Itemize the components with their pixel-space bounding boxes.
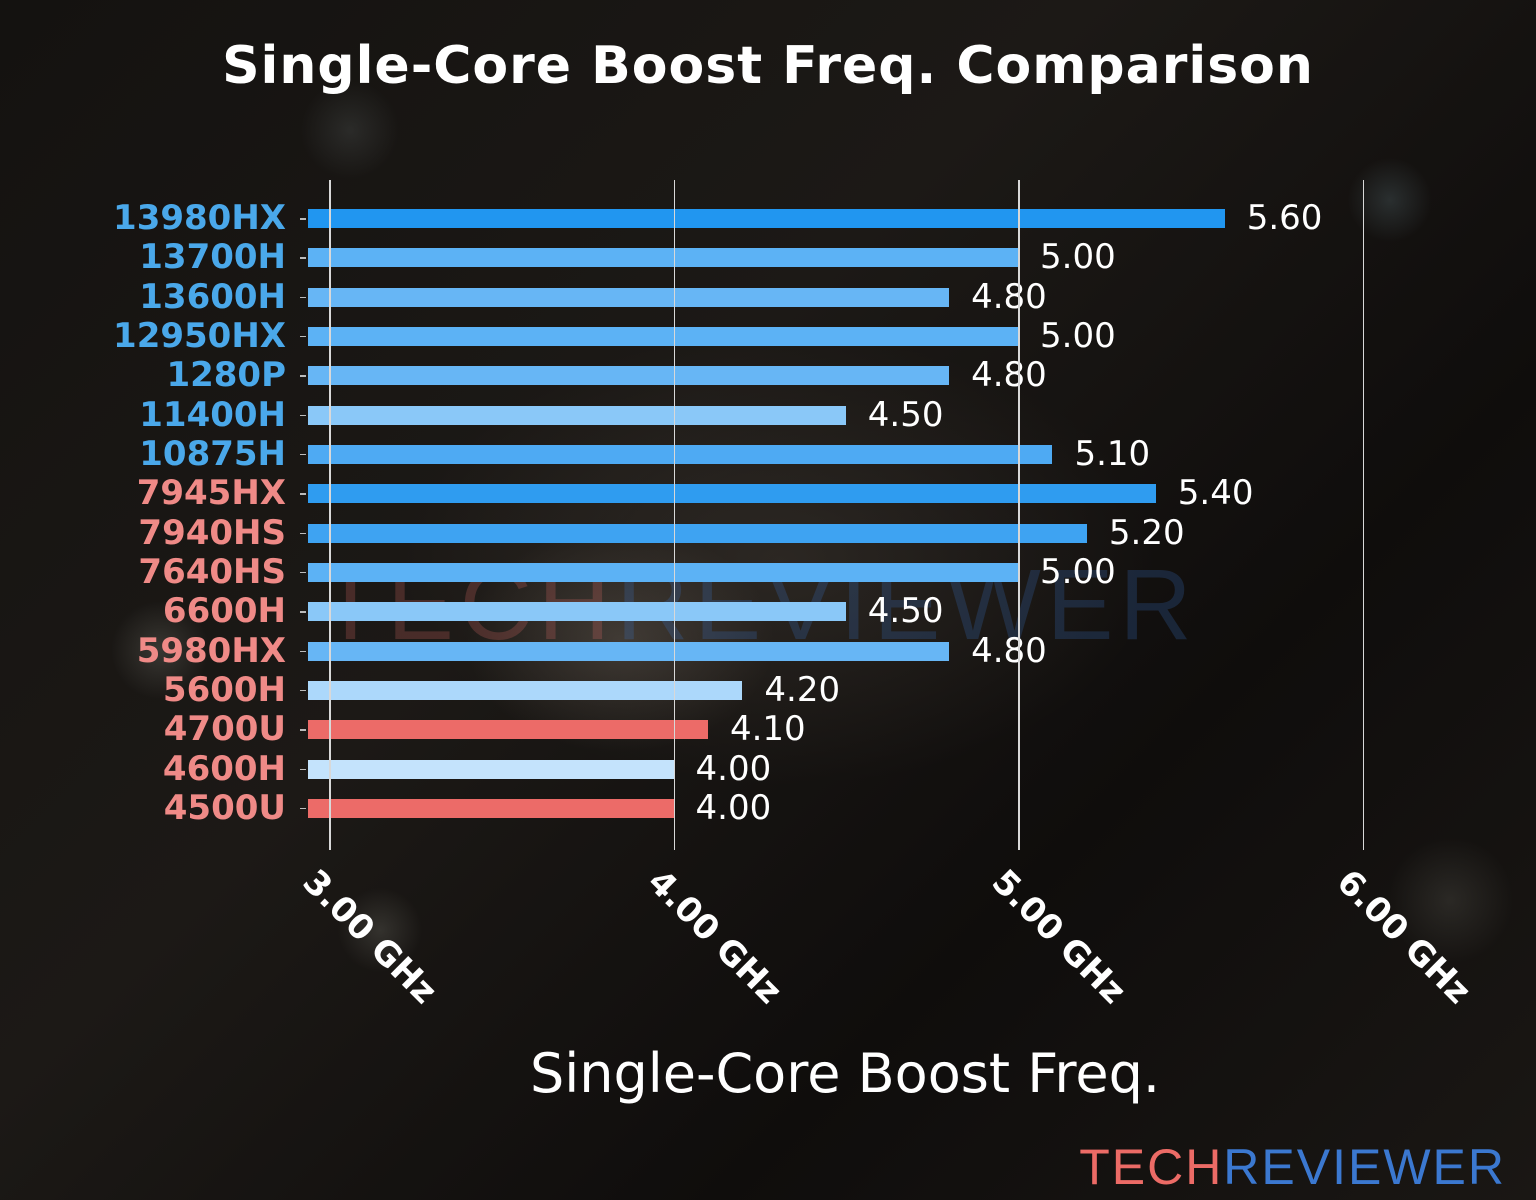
bar bbox=[308, 798, 674, 818]
category-label: 7945HX bbox=[136, 473, 286, 514]
y-tick bbox=[300, 414, 306, 417]
category-label: 13600H bbox=[139, 276, 286, 317]
value-label: 5.20 bbox=[1108, 512, 1185, 553]
category-label: 4600H bbox=[162, 748, 286, 789]
bar-row: 7940HS 5.20 bbox=[0, 512, 1536, 553]
value-label: 4.80 bbox=[971, 276, 1047, 317]
value-label: 4.50 bbox=[867, 394, 944, 435]
bar-row: 7640HS 5.00 bbox=[0, 551, 1536, 592]
y-tick bbox=[300, 807, 306, 810]
y-tick bbox=[300, 257, 306, 259]
value-label: 5.00 bbox=[1040, 551, 1116, 592]
brand-logo: TECHREVIEWER bbox=[1079, 1139, 1506, 1195]
bar-row: 5980HX 4.80 bbox=[0, 630, 1536, 671]
value-label: 4.80 bbox=[971, 630, 1047, 671]
category-label: 6600H bbox=[162, 591, 286, 632]
value-label: 5.10 bbox=[1074, 433, 1151, 474]
value-label: 4.80 bbox=[971, 355, 1047, 396]
value-label: 4.20 bbox=[764, 669, 841, 710]
bar-row: 4600H 4.00 bbox=[0, 748, 1536, 789]
y-tick bbox=[300, 532, 306, 535]
value-label: 5.00 bbox=[1040, 315, 1116, 356]
value-label: 5.60 bbox=[1246, 198, 1323, 238]
bar bbox=[308, 680, 743, 700]
y-tick bbox=[300, 689, 306, 692]
bar-row: 13700H 5.00 bbox=[0, 238, 1536, 277]
bar bbox=[308, 248, 1018, 268]
y-tick bbox=[300, 611, 306, 613]
bar bbox=[308, 287, 950, 307]
category-label: 7940HS bbox=[138, 512, 286, 553]
category-label: 7640HS bbox=[138, 551, 286, 592]
value-label: 5.00 bbox=[1040, 237, 1116, 278]
y-tick bbox=[300, 296, 306, 299]
y-tick bbox=[300, 493, 306, 495]
y-tick bbox=[300, 768, 306, 771]
x-axis-label: Single-Core Boost Freq. bbox=[529, 1042, 1161, 1105]
y-tick bbox=[300, 335, 306, 338]
category-label: 1280P bbox=[166, 355, 286, 396]
bar bbox=[308, 209, 1225, 228]
bar bbox=[308, 444, 1053, 464]
category-label: 12950HX bbox=[113, 315, 286, 356]
category-label: 10875H bbox=[139, 433, 286, 474]
bar-row: 13600H 4.80 bbox=[0, 276, 1536, 317]
bar-row: 10875H 5.10 bbox=[0, 433, 1536, 474]
bar bbox=[308, 523, 1087, 543]
bar bbox=[308, 366, 950, 386]
y-tick bbox=[300, 571, 306, 574]
gridline bbox=[329, 180, 331, 850]
bar bbox=[308, 641, 950, 661]
bar-row: 11400H 4.50 bbox=[0, 394, 1536, 435]
bar bbox=[308, 326, 1018, 346]
bar-row: 13980HX 5.60 bbox=[0, 199, 1536, 238]
y-tick bbox=[300, 729, 306, 731]
bar bbox=[308, 484, 1156, 504]
bar-row: 1280P 4.80 bbox=[0, 356, 1536, 395]
bar-row: 5600H 4.20 bbox=[0, 669, 1536, 710]
gridline bbox=[1362, 180, 1364, 850]
bar bbox=[308, 720, 708, 740]
bar bbox=[308, 602, 846, 622]
bar bbox=[308, 759, 674, 779]
value-label: 4.50 bbox=[867, 591, 944, 632]
gridline bbox=[1018, 180, 1020, 850]
value-label: 4.00 bbox=[695, 748, 772, 789]
category-label: 4700U bbox=[163, 709, 286, 750]
bar bbox=[308, 562, 1018, 582]
value-label: 5.40 bbox=[1177, 473, 1254, 514]
y-tick bbox=[300, 453, 306, 456]
bar-row: 7945HX 5.40 bbox=[0, 474, 1536, 513]
category-label: 4500U bbox=[163, 787, 286, 828]
bar-row: 6600H 4.50 bbox=[0, 592, 1536, 631]
y-tick bbox=[300, 375, 306, 377]
category-label: 13980HX bbox=[113, 198, 286, 238]
bar-row: 4500U 4.00 bbox=[0, 787, 1536, 828]
value-label: 4.10 bbox=[729, 709, 806, 750]
chart-title: Single-Core Boost Freq. Comparison bbox=[222, 36, 1314, 96]
value-label: 4.00 bbox=[695, 787, 772, 828]
category-label: 13700H bbox=[139, 237, 286, 278]
bar-row: 12950HX 5.00 bbox=[0, 315, 1536, 356]
category-label: 11400H bbox=[139, 394, 286, 435]
gridline bbox=[673, 180, 675, 850]
bar bbox=[308, 405, 846, 425]
bar-row: 4700U 4.10 bbox=[0, 710, 1536, 749]
category-label: 5600H bbox=[162, 669, 286, 710]
category-label: 5980HX bbox=[136, 630, 286, 671]
y-tick bbox=[300, 650, 306, 653]
y-tick bbox=[300, 218, 306, 220]
